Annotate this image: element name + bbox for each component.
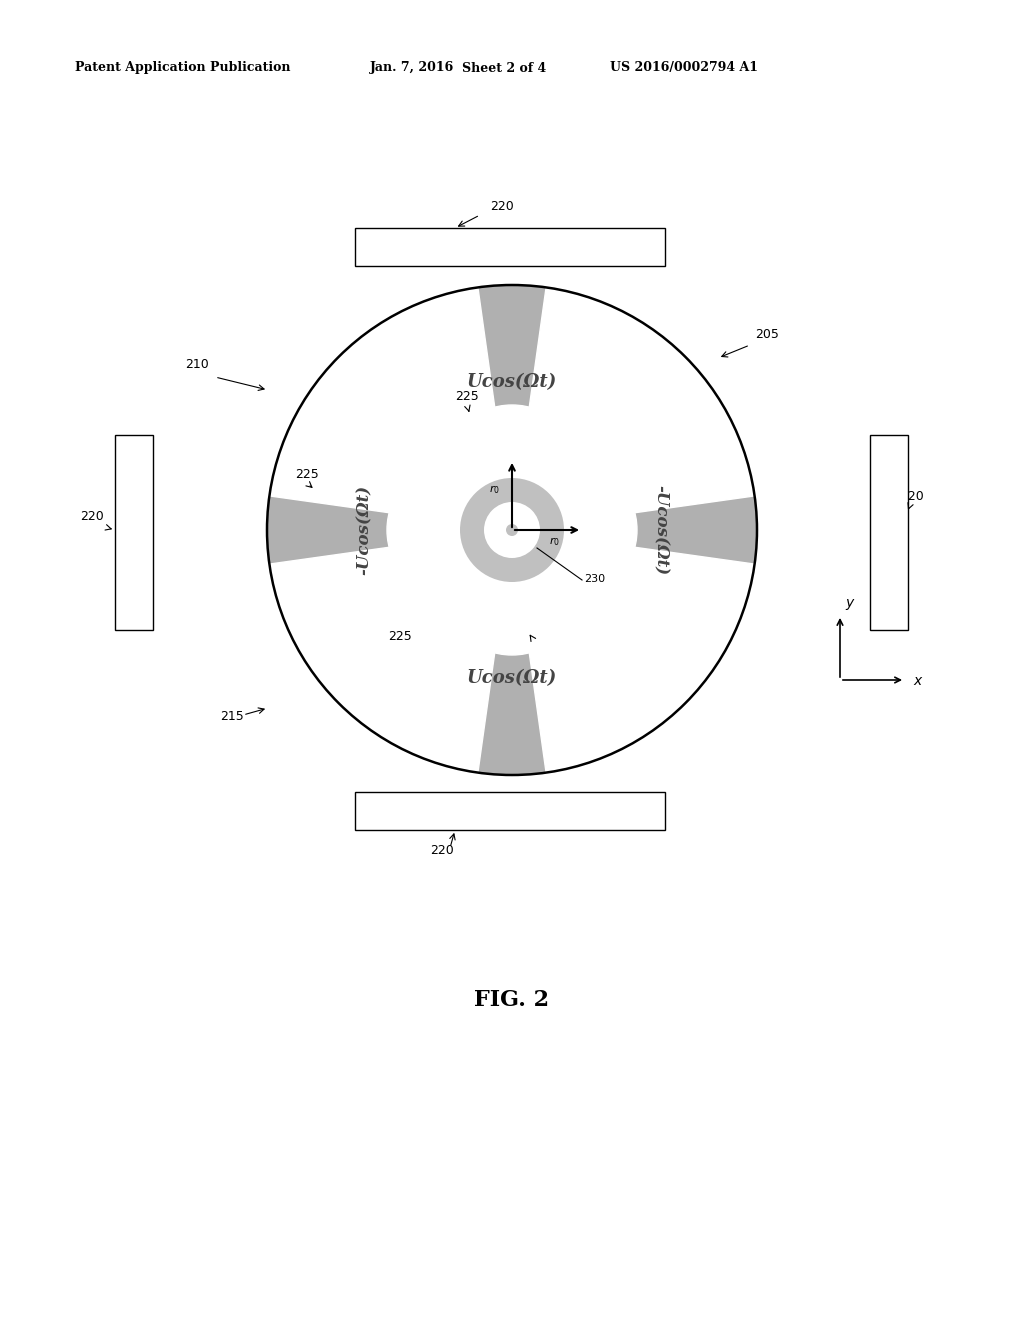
Text: Ucos(Ωt): Ucos(Ωt) — [467, 374, 557, 391]
Text: x: x — [913, 675, 922, 688]
Circle shape — [506, 524, 518, 536]
Polygon shape — [264, 531, 512, 777]
Text: 210: 210 — [185, 358, 209, 371]
Text: $r_0$: $r_0$ — [549, 535, 559, 548]
Polygon shape — [512, 282, 760, 531]
Text: $r_0$: $r_0$ — [488, 483, 500, 496]
Circle shape — [460, 478, 564, 582]
Text: -Ucos(Ωt): -Ucos(Ωt) — [355, 484, 373, 576]
Text: 220: 220 — [80, 510, 103, 523]
Text: Sheet 2 of 4: Sheet 2 of 4 — [462, 62, 546, 74]
Text: US 2016/0002794 A1: US 2016/0002794 A1 — [610, 62, 758, 74]
Text: 230: 230 — [584, 574, 605, 583]
Text: Jan. 7, 2016: Jan. 7, 2016 — [370, 62, 455, 74]
Circle shape — [442, 405, 582, 545]
Text: 220: 220 — [490, 201, 514, 213]
Text: 220: 220 — [900, 490, 924, 503]
Text: 225: 225 — [295, 469, 318, 480]
Text: 220: 220 — [430, 843, 454, 857]
Bar — [115, 436, 153, 630]
Text: 225: 225 — [388, 630, 412, 643]
Text: 205: 205 — [755, 327, 779, 341]
Text: y: y — [845, 597, 853, 610]
Bar — [355, 792, 665, 830]
Text: FIG. 2: FIG. 2 — [474, 989, 550, 1011]
Circle shape — [387, 459, 527, 601]
Text: Patent Application Publication: Patent Application Publication — [75, 62, 291, 74]
Circle shape — [442, 515, 582, 655]
Circle shape — [484, 502, 540, 558]
Polygon shape — [512, 531, 760, 777]
Bar — [870, 436, 908, 630]
Polygon shape — [264, 282, 512, 531]
Bar — [355, 228, 665, 267]
Text: 225: 225 — [510, 630, 534, 643]
Text: Ucos(Ωt): Ucos(Ωt) — [467, 669, 557, 686]
Circle shape — [267, 285, 757, 775]
Text: 225: 225 — [455, 389, 479, 403]
Circle shape — [497, 459, 637, 601]
Text: 215: 215 — [220, 710, 244, 723]
Text: -Ucos(Ωt): -Ucos(Ωt) — [651, 484, 669, 576]
